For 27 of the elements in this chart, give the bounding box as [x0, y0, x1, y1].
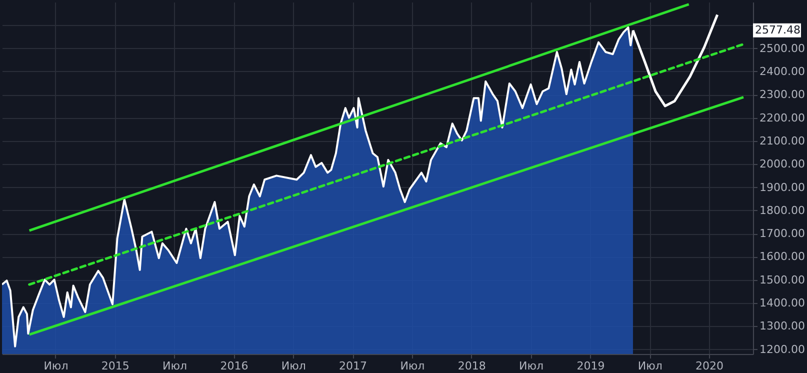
y-tick-label: 1600.00: [760, 250, 805, 264]
y-tick-label: 2500.00: [760, 42, 805, 55]
x-tick-label: 2020: [696, 360, 724, 372]
y-tick-label: 1800.00: [760, 204, 805, 217]
x-tick-label: 2015: [101, 360, 130, 372]
x-tick-label: 2016: [220, 360, 248, 372]
y-tick-label: 2100.00: [760, 134, 805, 148]
y-tick-label: 1500.00: [760, 273, 805, 286]
y-tick-label: 1400.00: [760, 296, 805, 310]
x-tick-label: 2017: [339, 360, 368, 372]
y-tick-label: 2400.00: [760, 64, 805, 78]
y-tick-label: 2200.00: [760, 111, 805, 124]
y-tick-label: 1700.00: [760, 227, 805, 240]
y-tick-label: 2300.00: [760, 88, 805, 102]
y-tick-label: 1200.00: [760, 342, 805, 356]
x-tick-label: Июл: [638, 360, 662, 372]
x-tick-label: Июл: [162, 360, 188, 372]
x-tick-label: Июл: [400, 360, 425, 372]
y-tick-label: 1900.00: [760, 180, 805, 194]
x-tick-label: Июл: [44, 360, 68, 372]
x-tick-label: Июл: [519, 360, 544, 372]
y-tick-label: 1300.00: [760, 320, 805, 333]
text: 2577.48: [755, 23, 800, 36]
x-tick-label: 2018: [458, 360, 486, 372]
x-tick-label: 2019: [576, 360, 605, 372]
x-tick-label: Июл: [281, 360, 306, 372]
y-tick-label: 2000.00: [760, 158, 805, 171]
